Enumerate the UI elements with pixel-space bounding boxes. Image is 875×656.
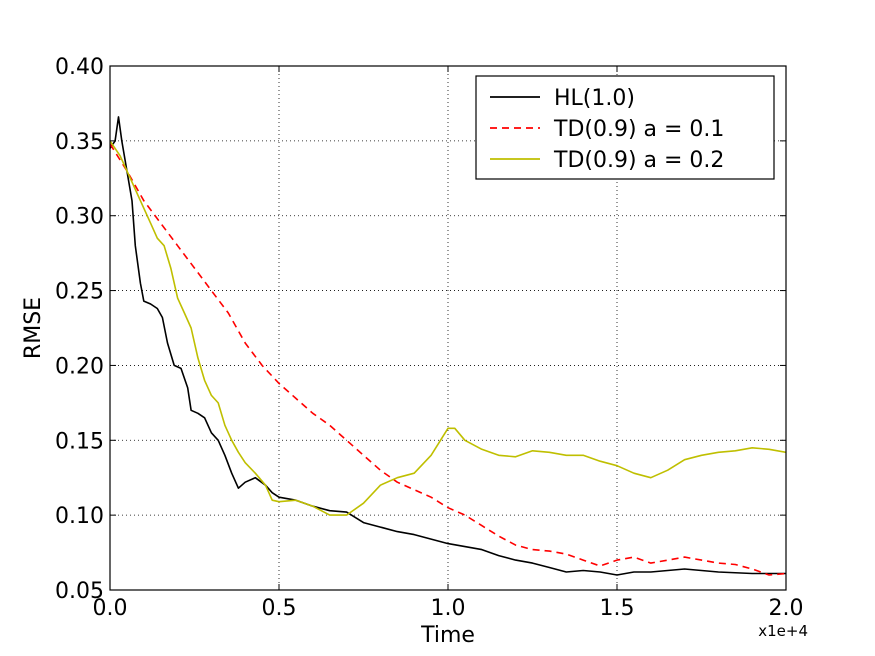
- x-tick-label: 2.0: [769, 596, 804, 621]
- series-line-td-0-9-a-0-1: [110, 143, 786, 576]
- y-tick-label: 0.35: [55, 130, 104, 155]
- x-tick-label: 0.5: [262, 596, 297, 621]
- series-line-td-0-9-a-0-2: [110, 140, 786, 516]
- y-tick-label: 0.30: [55, 205, 104, 230]
- ticks: 0.0 0.5 1.0 1.5 2.0 0.05 0.10 0.15 0.20 0.25 0.30 0…: [55, 55, 803, 621]
- legend-label: TD(0.9) a = 0.2: [553, 148, 724, 173]
- y-tick-label: 0.10: [55, 504, 104, 529]
- y-tick-label: 0.20: [55, 354, 104, 379]
- y-tick-label: 0.05: [55, 579, 104, 604]
- y-axis-label: RMSE: [21, 297, 46, 359]
- legend-box: [475, 75, 775, 180]
- grid: [110, 66, 786, 590]
- series-group: [110, 116, 786, 576]
- x-axis-offset-label: x1e+4: [758, 622, 808, 640]
- legend-label: HL(1.0): [554, 86, 635, 111]
- series-line-hl-1-0: [110, 116, 786, 576]
- x-axis-label: Time: [420, 623, 475, 648]
- legend: HL(1.0) TD(0.9) a = 0.1 TD(0.9) a = 0.2: [475, 75, 775, 180]
- y-tick-label: 0.25: [55, 280, 104, 305]
- x-tick-label: 1.5: [600, 596, 635, 621]
- x-tick-label: 1.0: [431, 596, 466, 621]
- legend-label: TD(0.9) a = 0.1: [553, 117, 724, 142]
- x-tick-label: 0.0: [93, 596, 128, 621]
- y-tick-label: 0.15: [55, 429, 104, 454]
- y-tick-label: 0.40: [55, 55, 104, 80]
